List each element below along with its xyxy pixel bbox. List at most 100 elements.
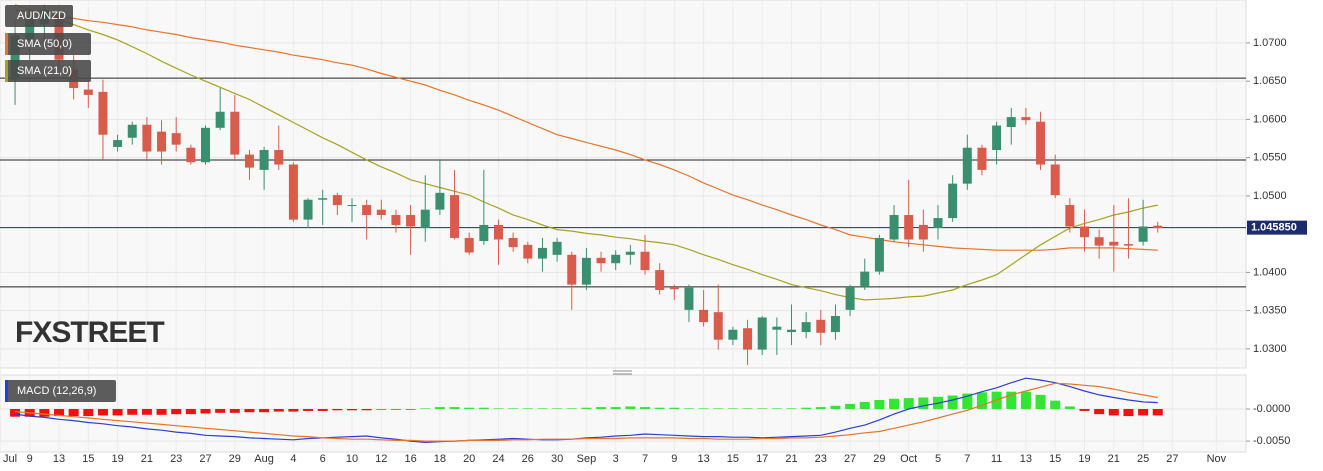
histogram-bar: [141, 409, 152, 415]
candle-body: [186, 147, 196, 163]
x-tick-label: 18: [434, 453, 446, 465]
x-tick-label: 23: [170, 453, 182, 465]
watermark: FXSTREET: [15, 316, 164, 349]
x-tick-label: 13: [1020, 453, 1032, 465]
histogram-bar: [390, 409, 401, 410]
histogram-bar: [1035, 394, 1046, 410]
histogram-bar: [859, 401, 870, 410]
histogram-bar: [10, 409, 21, 417]
candle-body: [464, 237, 474, 253]
histogram-bar: [596, 407, 607, 410]
candle-body: [699, 309, 709, 323]
candle-body: [933, 218, 943, 229]
x-tick-label: 7: [964, 453, 970, 465]
histogram-bar: [537, 408, 548, 410]
candle-body: [1006, 117, 1016, 128]
histogram-bar: [215, 409, 226, 413]
candle-body: [362, 205, 372, 216]
histogram-bar: [303, 409, 314, 411]
candle-body: [450, 195, 460, 238]
x-tick-label: 16: [404, 453, 416, 465]
candle-body: [303, 199, 313, 220]
candle-body: [127, 124, 137, 138]
x-tick-label: 26: [522, 453, 534, 465]
x-tick-label: 19: [1078, 453, 1090, 465]
x-tick-label: Nov: [1207, 453, 1227, 465]
candle-body: [171, 133, 181, 145]
candle-body: [318, 198, 328, 200]
candle-body: [611, 254, 621, 264]
x-tick-label: 15: [727, 453, 739, 465]
candle-body: [479, 224, 489, 242]
marks: 1.045850: [0, 4, 1307, 444]
histogram-bar: [156, 409, 167, 415]
indicator-line: [15, 9, 1158, 251]
x-tick-label: Jul: [3, 453, 17, 465]
candle-body: [1153, 225, 1163, 229]
legend-label: SMA (50,0): [17, 38, 72, 50]
candle-body: [215, 111, 225, 128]
candle-body: [494, 224, 503, 240]
histogram-bar: [1138, 409, 1149, 416]
main-panel: [0, 0, 1247, 369]
y-tick-label: 1.0300: [1253, 343, 1287, 355]
histogram-bar: [552, 408, 563, 410]
histogram-bar: [405, 409, 416, 410]
candle-body: [537, 247, 547, 259]
legend-box: [5, 5, 73, 27]
histogram-bar: [669, 407, 680, 410]
histogram-bar: [376, 409, 387, 410]
histogram-bar: [464, 407, 475, 410]
x-tick-label: 9: [671, 453, 677, 465]
x-tick-label: 9: [27, 453, 33, 465]
histogram-bar: [420, 408, 431, 410]
candle-body: [948, 183, 958, 219]
symbol: AUD/NZD: [17, 10, 66, 22]
histogram-bar: [654, 407, 665, 410]
histogram-bar: [83, 409, 94, 417]
histogram-bar: [1152, 409, 1163, 416]
legend-box: [5, 60, 91, 82]
candle-body: [1021, 117, 1031, 121]
x-tick-label: 27: [844, 453, 856, 465]
histogram-bar: [171, 409, 182, 415]
histogram-bar: [830, 405, 841, 410]
x-tick-label: 4: [290, 453, 296, 465]
histogram-bar: [127, 409, 138, 415]
histogram-bar: [771, 408, 782, 410]
x-tick-label: 6: [320, 453, 326, 465]
histogram-bar: [976, 392, 987, 410]
histogram-bar: [97, 409, 108, 416]
histogram-bar: [757, 408, 768, 410]
candle-body: [230, 111, 240, 155]
candle-body: [1050, 164, 1060, 196]
histogram-bar: [54, 409, 64, 417]
macd-title: MACD (12,26,9): [17, 385, 96, 397]
price-label: 1.045850: [1251, 222, 1297, 234]
candle-body: [581, 257, 591, 285]
x-tick-label: 5: [935, 453, 941, 465]
candle-body: [1065, 205, 1075, 227]
histogram-bar: [742, 408, 753, 410]
histogram-bar: [918, 397, 929, 410]
candle-body: [757, 317, 767, 350]
histogram-bar: [903, 398, 914, 410]
x-tick-label: 11: [991, 453, 1002, 465]
y-tick-label: -0.0000: [1253, 403, 1290, 415]
histogram-bar: [698, 408, 709, 410]
indicator-line: [14, 4, 1158, 301]
candle-body: [860, 271, 870, 287]
candle-body: [772, 326, 782, 330]
histogram-bar: [801, 407, 812, 410]
x-tick-label: 19: [111, 453, 123, 465]
histogram-bar: [361, 409, 372, 411]
candle-body: [713, 312, 723, 340]
x-tick-label: 20: [463, 453, 475, 465]
candle-body: [142, 124, 152, 152]
candle-body: [113, 140, 123, 147]
x-tick-label: Aug: [254, 453, 274, 465]
histogram-bar: [259, 409, 270, 413]
x-tick-label: 30: [551, 453, 563, 465]
candle-body: [801, 322, 811, 333]
histogram-bar: [947, 395, 958, 410]
